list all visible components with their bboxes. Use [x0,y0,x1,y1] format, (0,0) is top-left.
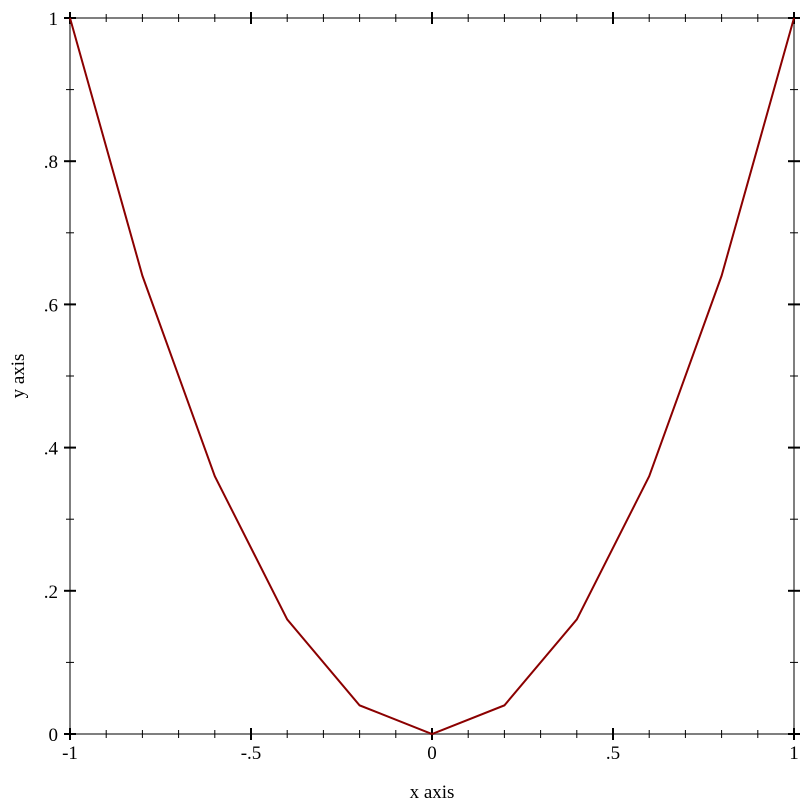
x-tick-label: 1 [789,743,799,764]
y-tick-label: .6 [44,295,58,316]
y-tick-label: 0 [49,725,59,746]
x-tick-label: -.5 [241,743,262,764]
x-tick-label: 0 [427,743,437,764]
series-line [69,17,795,736]
y-tick-label: .4 [44,439,59,460]
x-tick-label: -1 [62,743,78,764]
x-axis-label: x axis [410,782,455,803]
y-tick-label: .2 [44,582,58,603]
tick-labels: -1 -.5 0 .5 1 0 .2 .4 .6 .8 1 [44,9,799,764]
y-tick-label: .8 [44,152,58,173]
ticks [64,12,800,740]
series [69,17,795,736]
y-tick-label: 1 [49,9,59,30]
x-tick-label: .5 [606,743,620,764]
y-axis-label: y axis [8,354,29,399]
